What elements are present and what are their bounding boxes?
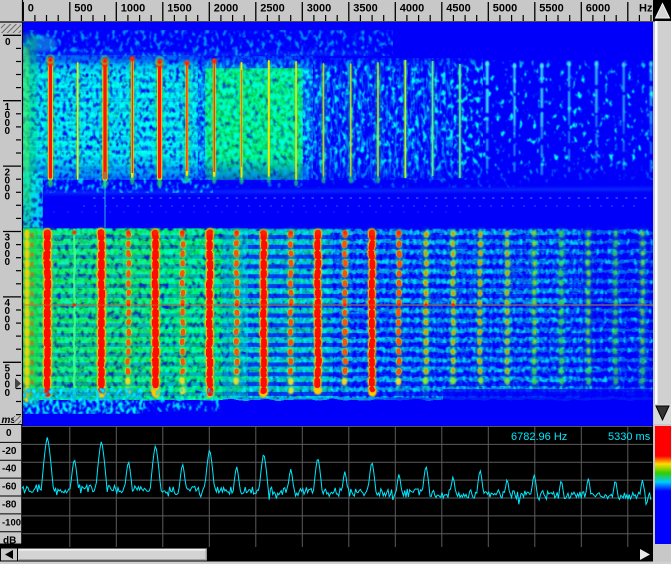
svg-text:3000: 3000	[307, 3, 331, 15]
svg-text:-20: -20	[2, 446, 17, 457]
svg-text:4000: 4000	[400, 3, 424, 15]
svg-text:dB: dB	[3, 536, 16, 547]
svg-text:0: 0	[5, 249, 11, 260]
svg-text:0: 0	[5, 388, 11, 399]
svg-text:3: 3	[5, 233, 11, 244]
svg-text:-80: -80	[2, 500, 17, 511]
svg-text:ms: ms	[2, 415, 17, 426]
svg-text:0: 0	[5, 322, 11, 333]
svg-text:2500: 2500	[260, 3, 284, 15]
svg-text:-40: -40	[2, 464, 17, 475]
svg-text:5330 ms: 5330 ms	[608, 431, 651, 443]
svg-text:5500: 5500	[539, 3, 563, 15]
svg-text:4500: 4500	[446, 3, 470, 15]
svg-text:Hz: Hz	[639, 3, 653, 15]
svg-text:0: 0	[5, 241, 11, 252]
svg-text:0: 0	[5, 372, 11, 383]
svg-text:3500: 3500	[353, 3, 377, 15]
svg-text:0: 0	[5, 175, 11, 186]
svg-text:1500: 1500	[167, 3, 191, 15]
svg-text:4: 4	[5, 298, 11, 309]
svg-text:1: 1	[5, 102, 11, 113]
svg-text:6782.96 Hz: 6782.96 Hz	[511, 431, 567, 443]
svg-text:-100: -100	[2, 517, 21, 528]
svg-text:0: 0	[5, 184, 11, 195]
svg-text:0: 0	[5, 306, 11, 317]
svg-text:0: 0	[5, 257, 11, 268]
svg-text:0: 0	[5, 126, 11, 137]
svg-text:0: 0	[5, 110, 11, 121]
svg-text:2000: 2000	[214, 3, 238, 15]
svg-text:5000: 5000	[493, 3, 517, 15]
svg-text:2: 2	[5, 167, 11, 178]
svg-text:0: 0	[5, 118, 11, 129]
svg-text:6000: 6000	[586, 3, 610, 15]
svg-text:0: 0	[5, 380, 11, 391]
svg-text:0: 0	[28, 3, 34, 15]
svg-text:0: 0	[5, 314, 11, 325]
svg-text:0: 0	[6, 428, 12, 439]
svg-text:500: 500	[74, 3, 92, 15]
svg-text:0: 0	[5, 37, 11, 48]
svg-text:-60: -60	[2, 482, 17, 493]
svg-text:5: 5	[5, 364, 11, 375]
svg-text:1000: 1000	[121, 3, 145, 15]
svg-text:0: 0	[5, 192, 11, 203]
